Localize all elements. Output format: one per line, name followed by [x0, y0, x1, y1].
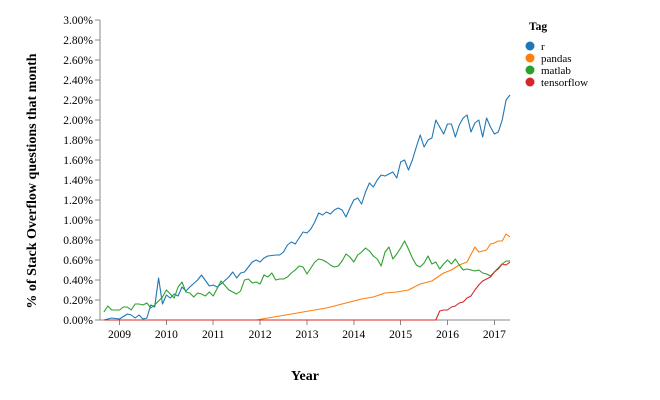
- x-tick-label: 2014: [342, 329, 365, 341]
- x-tick-label: 2012: [249, 329, 272, 341]
- x-tick-label: 2009: [108, 329, 131, 341]
- series-line-matlab: [103, 240, 510, 313]
- x-tick-label: 2015: [389, 329, 412, 341]
- y-axis-title: % of Stack Overflow questions that month: [25, 53, 40, 308]
- y-tick-label: 1.40%: [63, 175, 93, 187]
- x-tick-label: 2016: [436, 329, 459, 341]
- y-tick-label: 0.00%: [63, 315, 93, 327]
- legend-label-tensorflow: tensorflow: [541, 77, 588, 89]
- y-tick-label: 0.40%: [63, 275, 93, 287]
- legend-swatch-r: [525, 41, 535, 51]
- x-tick-label: 2011: [202, 329, 225, 341]
- y-tick-label: 2.40%: [63, 75, 93, 87]
- legend-swatch-tensorflow: [525, 77, 535, 87]
- x-tick-label: 2017: [483, 329, 506, 341]
- legend-swatch-pandas: [525, 53, 535, 63]
- y-tick-label: 3.00%: [63, 15, 93, 27]
- y-tick-label: 2.20%: [63, 95, 93, 107]
- y-tick-label: 1.20%: [63, 195, 93, 207]
- y-tick-label: 1.00%: [63, 215, 93, 227]
- x-tick-label: 2010: [155, 329, 178, 341]
- legend-title: Tag: [529, 21, 547, 33]
- series-line-tensorflow: [103, 261, 511, 321]
- y-tick-label: 2.00%: [63, 115, 93, 127]
- y-tick-label: 1.80%: [63, 135, 93, 147]
- x-axis-title: Year: [291, 369, 319, 384]
- y-tick-label: 2.80%: [63, 35, 93, 47]
- legend-label-matlab: matlab: [541, 65, 571, 77]
- y-tick-label: 1.60%: [63, 155, 93, 167]
- y-tick-label: 0.20%: [63, 295, 93, 307]
- y-tick-label: 0.80%: [63, 235, 93, 247]
- series-line-r: [103, 94, 511, 321]
- legend-swatch-matlab: [525, 65, 535, 75]
- y-tick-label: 2.60%: [63, 55, 93, 67]
- x-tick-label: 2013: [295, 329, 318, 341]
- legend-label-r: r: [541, 41, 545, 53]
- series-lines: [103, 94, 511, 321]
- y-tick-label: 0.60%: [63, 255, 93, 267]
- axes: 0.00% 0.20% 0.40% 0.60% 0.80% 1.00% 1.20% 1.40%…: [63, 15, 510, 341]
- series-line-pandas: [103, 233, 511, 321]
- legend-label-pandas: pandas: [541, 53, 572, 65]
